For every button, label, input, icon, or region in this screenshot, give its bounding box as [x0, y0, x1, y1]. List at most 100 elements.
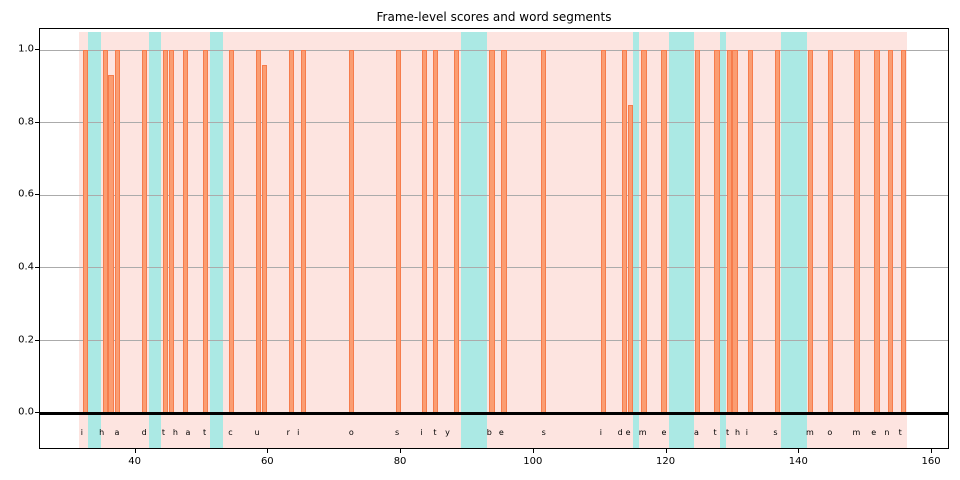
silence-gap-span [148, 32, 162, 448]
segment-letter: r [286, 427, 290, 437]
score-bar [774, 50, 780, 414]
segment-letter: i [745, 427, 748, 437]
x-tick-mark [532, 449, 534, 453]
y-tick-mark [35, 266, 39, 268]
y-tick-mark [35, 121, 39, 123]
score-bar [261, 64, 267, 414]
score-bar [255, 50, 261, 414]
score-bar [395, 50, 401, 414]
score-bar [202, 50, 208, 414]
segment-letter: b [486, 427, 492, 437]
score-bar [421, 50, 427, 414]
score-bar [641, 50, 647, 414]
score-bar [621, 50, 627, 414]
silence-gap-span [668, 32, 694, 448]
segment-letter: e [661, 427, 667, 437]
segment-letter: h [735, 427, 741, 437]
segment-letter: t [161, 427, 166, 437]
score-bar [747, 50, 753, 414]
score-bar [600, 50, 607, 414]
score-bar [288, 50, 295, 414]
score-bar [168, 50, 174, 414]
x-tick-label: 120 [656, 456, 676, 467]
segment-letter: s [394, 427, 400, 437]
x-tick-label: 60 [260, 456, 274, 467]
segment-letter: s [773, 427, 778, 437]
y-tick-label: 0.2 [18, 334, 34, 346]
y-tick-label: 0.6 [18, 188, 34, 200]
y-tick-mark [35, 49, 39, 51]
x-tick-mark [267, 449, 269, 453]
x-tick-mark [798, 449, 800, 453]
silence-gap-span [633, 32, 639, 448]
segment-letter: n [884, 427, 890, 437]
score-bar [453, 50, 459, 414]
score-bar [142, 50, 148, 414]
segment-letter: m [806, 427, 814, 437]
score-bar [103, 50, 109, 414]
score-bar [732, 50, 738, 414]
score-bar [162, 50, 169, 414]
score-bar [501, 50, 507, 414]
score-bar [827, 50, 834, 414]
segment-letter: a [693, 427, 699, 437]
segment-letter: i [420, 427, 423, 437]
score-bar [433, 50, 439, 414]
score-bar [541, 50, 547, 414]
x-tick-mark [665, 449, 667, 453]
segment-letter: e [625, 427, 631, 437]
segment-letter: a [114, 427, 120, 437]
zero-baseline [40, 411, 948, 415]
y-tick-label: 0.0 [18, 406, 34, 418]
y-tick-mark [35, 339, 39, 341]
chart-title: Frame-level scores and word segments [376, 10, 612, 24]
segment-letter: m [638, 427, 647, 437]
silence-gap-span [781, 32, 808, 448]
score-bar [300, 50, 307, 414]
segment-letter: t [203, 427, 207, 437]
segment-letter: h [99, 427, 105, 437]
segment-letter: o [348, 427, 354, 437]
x-tick-label: 80 [393, 456, 407, 467]
y-tick-mark [35, 194, 39, 196]
y-tick-label: 1.0 [18, 43, 34, 55]
score-bar [628, 104, 634, 414]
score-bar [661, 50, 667, 414]
segment-letter: i [599, 427, 602, 437]
segment-letter: o [827, 427, 833, 437]
segment-letter: a [185, 427, 191, 437]
segment-letter: s [541, 427, 546, 437]
segment-letter: t [726, 427, 730, 437]
score-bar [489, 50, 495, 414]
score-bar [82, 50, 88, 414]
score-bar [887, 50, 893, 414]
silence-gap-span [461, 32, 488, 448]
score-bar [900, 50, 907, 414]
segment-letter: e [871, 427, 877, 437]
x-tick-label: 40 [128, 456, 141, 467]
x-tick-mark [400, 449, 402, 453]
segment-letter: i [297, 427, 300, 437]
x-tick-label: 160 [921, 456, 941, 467]
silence-gap-span [209, 32, 223, 448]
segment-letter: t [898, 427, 902, 437]
score-bar [808, 50, 814, 414]
score-bar [115, 50, 121, 414]
segment-letter: d [617, 427, 623, 437]
x-tick-label: 100 [523, 456, 543, 467]
segment-letter: t [433, 427, 437, 437]
silence-gap-span [88, 32, 102, 448]
score-bar [182, 50, 188, 414]
score-bar [714, 50, 720, 414]
segment-letter: d [141, 427, 147, 437]
x-tick-mark [931, 449, 933, 453]
x-tick-label: 140 [788, 456, 808, 467]
segment-letter: c [228, 427, 233, 437]
score-bar [727, 50, 733, 414]
segment-letter: i [80, 427, 83, 437]
segment-letter: h [172, 427, 178, 437]
score-bar [854, 50, 860, 414]
silence-gap-span [720, 32, 727, 448]
x-tick-mark [134, 449, 136, 453]
